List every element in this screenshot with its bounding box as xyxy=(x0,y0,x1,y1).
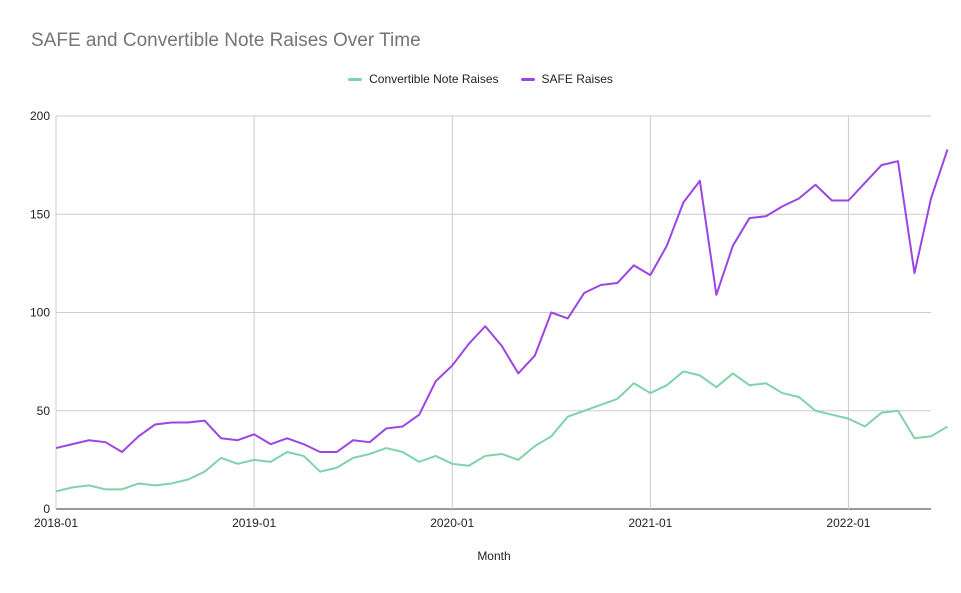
y-tick-label: 0 xyxy=(43,502,50,516)
legend-label-safe: SAFE Raises xyxy=(541,72,613,86)
series-line-convertible-note xyxy=(55,370,949,493)
legend-swatch-safe xyxy=(520,77,535,81)
legend-label-convertible-note: Convertible Note Raises xyxy=(369,72,499,86)
gridlines xyxy=(55,115,931,510)
legend-swatch-convertible-note xyxy=(348,77,363,81)
legend-item-safe[interactable]: SAFE Raises xyxy=(520,72,613,86)
x-tick-label: 2021-01 xyxy=(628,516,672,530)
series-line-safe xyxy=(55,149,949,454)
x-tick-label: 2019-01 xyxy=(232,516,276,530)
legend-item-convertible-note[interactable]: Convertible Note Raises xyxy=(348,72,499,86)
y-tick-label: 50 xyxy=(37,404,51,418)
x-tick-label: 2022-01 xyxy=(826,516,870,530)
x-tick-label: 2018-01 xyxy=(34,516,78,530)
y-tick-label: 100 xyxy=(30,306,50,320)
axis-labels: 0 50 100 150 200 2018-01 2019-01 2020-01 2021-01… xyxy=(30,109,871,530)
series-lines xyxy=(55,149,949,493)
chart-title: SAFE and Convertible Note Raises Over Ti… xyxy=(31,30,421,51)
y-tick-label: 200 xyxy=(30,109,50,123)
y-tick-label: 150 xyxy=(30,207,50,221)
x-tick-label: 2020-01 xyxy=(430,516,474,530)
x-axis-title: Month xyxy=(477,549,510,563)
legend: Convertible Note Raises SAFE Raises xyxy=(0,72,961,86)
